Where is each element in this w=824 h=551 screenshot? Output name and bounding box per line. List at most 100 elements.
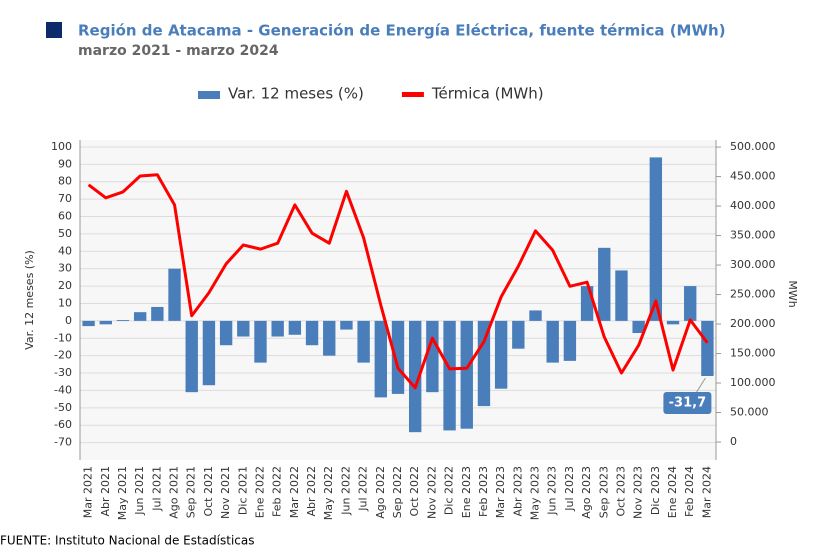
y2-tick-label: 350.000 [730,229,776,242]
x-tick-label: Oct 2023 [614,466,627,517]
bar [219,320,233,346]
bar [82,320,95,327]
bar [477,320,491,407]
bar [357,320,370,363]
bar [426,320,439,393]
legend-label: Térmica (MWh) [431,85,544,103]
y-tick-label: 100 [51,140,72,153]
x-tick-label: Mar 2023 [494,466,507,518]
y2-tick-label: 150.000 [730,347,776,360]
label-leader [694,377,706,395]
x-tick-label: Ene 2023 [460,466,473,518]
bar [409,320,422,433]
x-tick-label: Dic 2021 [236,466,249,515]
x-tick-label: Ago 2023 [580,466,593,519]
x-tick-label: Ene 2024 [666,466,679,518]
value-label: -31,7 [669,396,706,411]
y-tick-label: -70 [54,436,72,449]
y-tick-label: 60 [58,210,72,223]
bar [133,312,147,321]
source: FUENTE: Instituto Nacional de Estadístic… [0,534,254,548]
bar [443,320,456,431]
y-tick-label: -30 [54,366,72,379]
bar [494,320,508,389]
x-tick-label: Feb 2023 [477,466,490,517]
x-tick-label: Sep 2021 [185,466,198,518]
value-label-box [663,392,712,414]
y-tick-label: 0 [65,314,72,327]
x-tick-label: Abr 2022 [305,466,318,517]
x-tick-label: Mar 2024 [700,466,713,518]
bar [563,320,577,361]
legend-swatch [198,91,220,99]
x-tick-label: May 2021 [116,466,129,520]
y-tick-label: -60 [54,418,72,431]
y2-tick-label: 0 [730,435,737,448]
bar [340,320,353,330]
x-tick-label: Jul 2021 [150,466,163,512]
bar [598,247,611,321]
y-tick-label: 80 [58,175,72,188]
x-tick-label: Dic 2022 [443,466,456,515]
title-icon [46,22,62,38]
y-tick-label: 70 [58,192,72,205]
x-tick-label: Ago 2021 [168,466,181,519]
y2-tick-label: 50.000 [730,406,769,419]
bar [460,320,473,429]
x-tick-label: Mar 2021 [82,466,95,518]
bar [202,320,216,386]
y2-tick-label: 250.000 [730,288,776,301]
y-tick-label: -50 [54,401,72,414]
y2-tick-label: 300.000 [730,258,776,271]
bar [116,320,130,321]
bar [512,320,525,349]
x-tick-label: Oct 2021 [202,466,215,517]
bar [271,320,284,337]
y-tick-label: -40 [54,383,72,396]
x-tick-label: May 2022 [322,466,335,520]
x-tick-label: Feb 2024 [683,466,696,517]
x-tick-label: Jun 2022 [339,466,352,516]
y-tick-label: 20 [58,279,72,292]
bar [649,157,663,321]
x-tick-label: Nov 2022 [425,466,438,519]
x-tick-label: Jul 2022 [357,466,370,512]
y2-tick-label: 500.000 [730,140,776,153]
chart-subtitle: marzo 2021 - marzo 2024 [78,43,279,59]
x-tick-label: Mar 2022 [288,466,301,518]
bar [529,310,542,321]
bar [632,320,645,334]
legend-label: Var. 12 meses (%) [228,85,364,103]
y2-tick-label: 400.000 [730,199,776,212]
y-tick-label: 40 [58,244,72,257]
bar [615,270,628,321]
bar [185,320,198,393]
bar [151,306,164,321]
y-tick-label: 90 [58,157,72,170]
bar [254,320,267,363]
bar [237,320,250,337]
bar [305,320,319,346]
chart-title: Región de Atacama - Generación de Energí… [78,22,726,40]
bar [168,268,181,321]
x-tick-label: Oct 2022 [408,466,421,517]
bar [684,286,697,321]
bar [666,320,680,325]
y2-tick-label: 100.000 [730,376,776,389]
x-tick-label: Abr 2023 [511,466,524,517]
y-tick-label: 30 [58,262,72,275]
y-tick-label: -10 [54,331,72,344]
x-tick-label: Jun 2021 [133,466,146,516]
x-tick-label: Feb 2022 [271,466,284,517]
x-tick-label: Ene 2022 [253,466,266,518]
bar [546,320,559,363]
bar [701,320,714,376]
bar [323,320,336,356]
y-tick-label: 10 [58,296,72,309]
x-tick-label: Ago 2022 [374,466,387,519]
y-tick-label: 50 [58,227,72,240]
bar [391,320,405,394]
bar [374,320,387,398]
y2-axis-label: MWh [786,280,799,307]
